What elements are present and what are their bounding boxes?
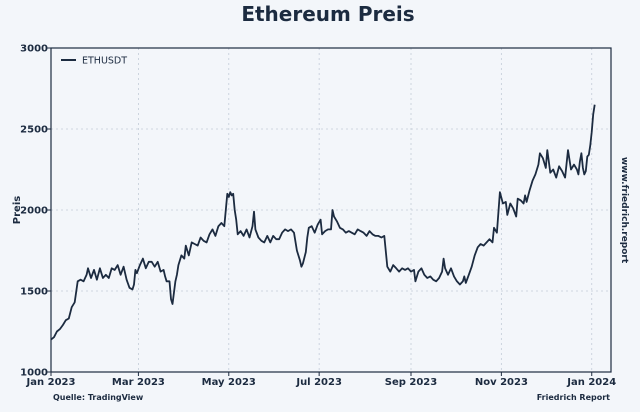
grid-lines [50,47,611,373]
footer-brand: Friedrich Report [537,393,610,402]
side-watermark-text: www.friedrich.report [619,157,629,264]
ethusdt-price-line [50,104,596,341]
y-tick-label: 3000 [20,44,48,55]
y-tick-label: 1500 [20,287,48,298]
footer-source: Quelle: TradingView [53,393,144,402]
y-axis-ticks: 1000 1500 2000 2500 3000 [20,44,51,379]
x-tick-label: Jan 2023 [26,377,76,388]
x-tick-label: Nov 2023 [475,377,528,388]
x-tick-label: Sep 2023 [385,377,437,388]
x-tick-label: Jul 2023 [295,377,342,388]
x-tick-label: Jan 2024 [566,377,616,388]
x-tick-label: May 2023 [202,377,256,388]
legend-label-ethusdt: ETHUSDT [82,56,127,67]
legend: ETHUSDT [61,56,127,67]
chart-title: Ethereum Preis [241,2,414,26]
y-tick-label: 2000 [20,206,48,217]
y-tick-label: 1000 [20,368,48,379]
y-axis-label: Preis [12,196,23,224]
x-axis-ticks: Jan 2023 Mar 2023 May 2023 Jul 2023 Sep 2023… [26,372,616,388]
y-tick-label: 2500 [20,125,48,136]
x-tick-label: Mar 2023 [112,377,165,388]
